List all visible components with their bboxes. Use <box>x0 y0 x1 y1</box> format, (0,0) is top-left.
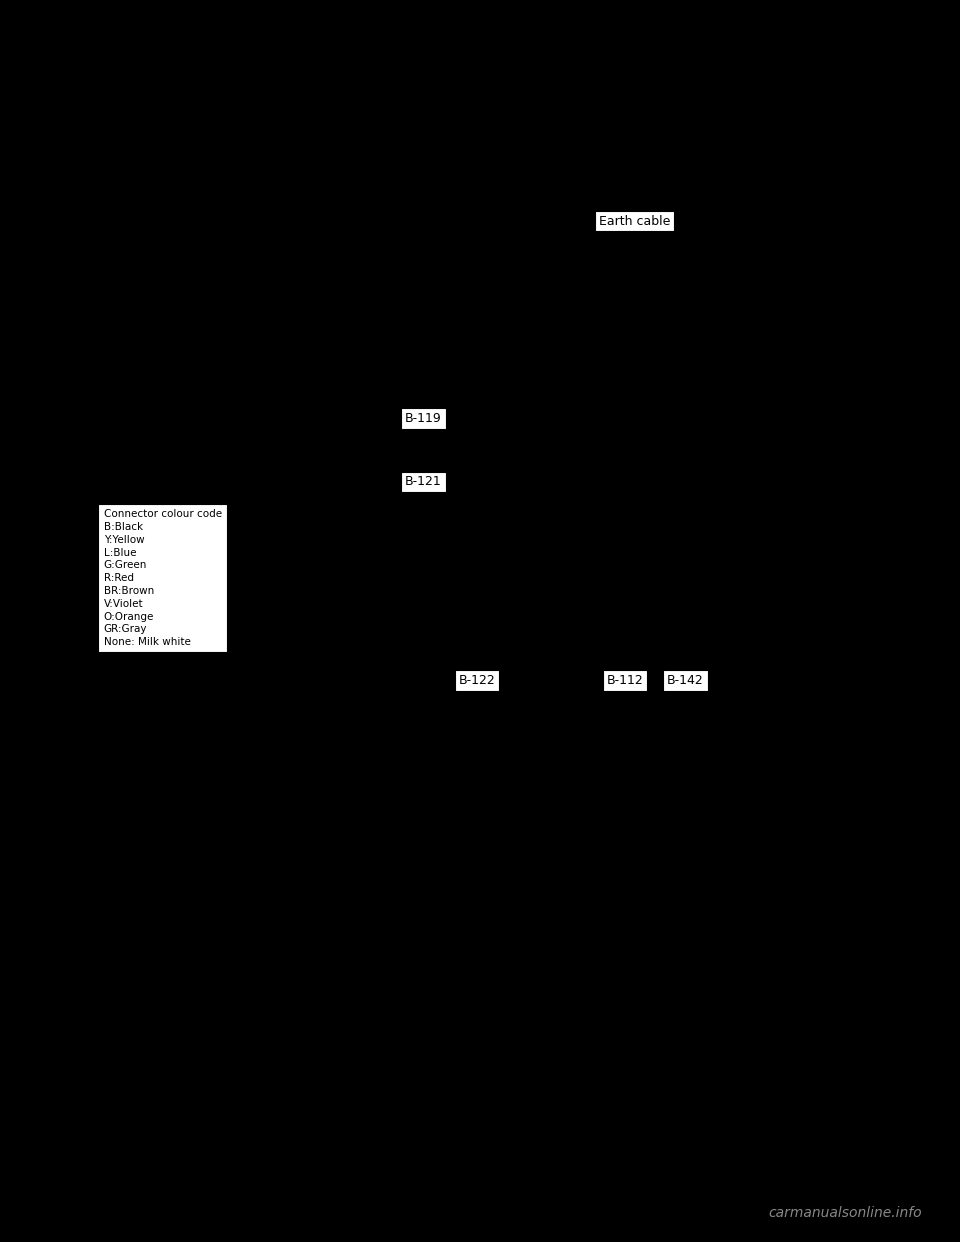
Text: B-142: B-142 <box>667 674 704 687</box>
Text: B-112: B-112 <box>607 674 643 687</box>
Text: Connector colour code
B:Black
Y:Yellow
L:Blue
G:Green
R:Red
BR:Brown
V:Violet
O:: Connector colour code B:Black Y:Yellow L… <box>104 509 222 647</box>
Text: B-119: B-119 <box>405 412 442 425</box>
Text: Earth cable: Earth cable <box>599 215 670 227</box>
Text: carmanualsonline.info: carmanualsonline.info <box>768 1206 922 1220</box>
Text: B-122: B-122 <box>459 674 495 687</box>
Text: B-121: B-121 <box>405 476 442 488</box>
